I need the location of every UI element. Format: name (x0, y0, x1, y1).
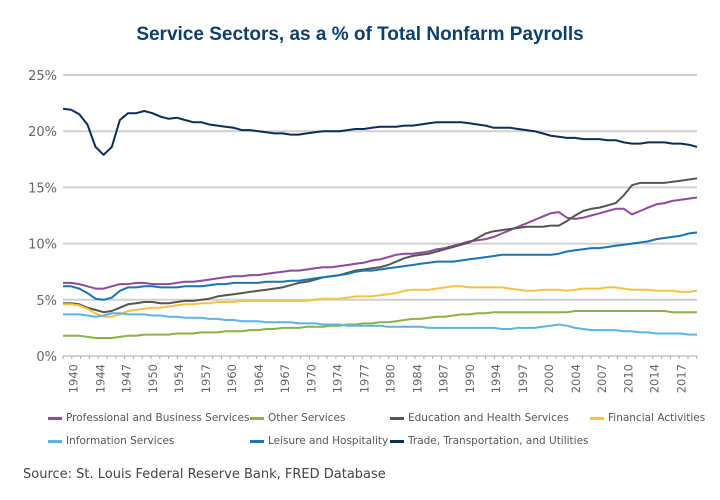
legend-item: Information Services (48, 435, 174, 447)
series-line-education-and-health-services (63, 177, 698, 314)
legend-swatch-icon (48, 439, 62, 443)
legend-swatch-icon (390, 416, 404, 420)
x-tick-label: 1967 (278, 364, 292, 393)
legend-swatch-icon (48, 416, 62, 420)
series-line-professional-and-business-services (63, 196, 698, 290)
line-chart: 0% 5% 10% 15% 20% 25% 1940 1944 1947 1950 1954 195… (28, 69, 698, 393)
x-tick-label: 1964 (252, 364, 266, 393)
x-tick-label: 1957 (199, 364, 213, 393)
legend-item: Other Services (250, 412, 345, 424)
legend-item: Professional and Business Services (48, 412, 249, 424)
gridlines (63, 74, 697, 301)
x-tick-label: 1990 (463, 364, 477, 393)
series-line-trade-transportation-and-utilities (62, 107, 698, 156)
legend-label: Information Services (66, 435, 175, 447)
legend-swatch-icon (250, 439, 264, 443)
x-tick-label: 2000 (542, 364, 556, 393)
y-tick-label: 10% (28, 238, 57, 253)
legend-item: Financial Activities (590, 412, 705, 424)
x-tick-label: 1997 (516, 364, 530, 393)
x-tick-label: 1970 (305, 364, 319, 393)
source-note: Source: St. Louis Federal Reserve Bank, … (23, 467, 386, 482)
x-tick-label: 2017 (675, 364, 689, 393)
legend-item: Trade, Transportation, and Utilities (390, 435, 589, 447)
y-tick-label: 20% (28, 125, 57, 140)
series-line-information-services (63, 312, 697, 336)
x-axis: 1940 1944 1947 1950 1954 1957 1960 1964 1967 1970… (62, 355, 698, 393)
y-tick-label: 5% (36, 294, 57, 309)
x-tick-label: 2004 (569, 364, 583, 393)
legend-label: Trade, Transportation, and Utilities (408, 435, 589, 447)
x-tick-label: 1954 (172, 364, 186, 393)
x-tick-label: 2014 (648, 364, 662, 393)
legend-label: Financial Activities (608, 412, 706, 424)
legend-swatch-icon (250, 416, 264, 420)
y-tick-label: 25% (28, 69, 57, 84)
x-tick-label: 1950 (146, 364, 160, 393)
x-tick-label: 1980 (384, 364, 398, 393)
legend-item: Education and Health Services (390, 412, 569, 424)
y-axis-ticks: 0% 5% 10% 15% 20% 25% (28, 69, 57, 365)
x-tick-label: 2010 (622, 364, 636, 393)
x-tick-label: 1974 (331, 364, 345, 393)
x-tick-label: 1947 (119, 364, 133, 393)
legend-item: Leisure and Hospitality (250, 435, 388, 447)
legend-swatch-icon (390, 439, 404, 443)
x-tick-label: 1977 (358, 364, 372, 393)
series-line-financial-activities (63, 285, 698, 318)
series-line-leisure-and-hospitality (63, 231, 698, 301)
series-lines (62, 107, 698, 339)
y-tick-label: 0% (36, 350, 57, 365)
x-tick-label: 1944 (93, 364, 107, 393)
y-tick-label: 15% (28, 181, 57, 196)
x-tick-label: 1960 (225, 364, 239, 393)
legend-label: Education and Health Services (408, 412, 569, 424)
x-tick-label: 1987 (436, 364, 450, 393)
legend-label: Professional and Business Services (66, 412, 250, 424)
legend-label: Other Services (268, 412, 346, 424)
chart-title: Service Sectors, as a % of Total Nonfarm… (136, 24, 584, 45)
x-tick-label: 1940 (67, 364, 81, 393)
legend-label: Leisure and Hospitality (268, 435, 389, 447)
legend-swatch-icon (590, 416, 604, 420)
x-tick-label: 1994 (489, 364, 503, 393)
x-tick-label: 1984 (410, 364, 424, 393)
x-tick-label: 2007 (595, 364, 609, 393)
series-line-other-services (63, 310, 697, 339)
